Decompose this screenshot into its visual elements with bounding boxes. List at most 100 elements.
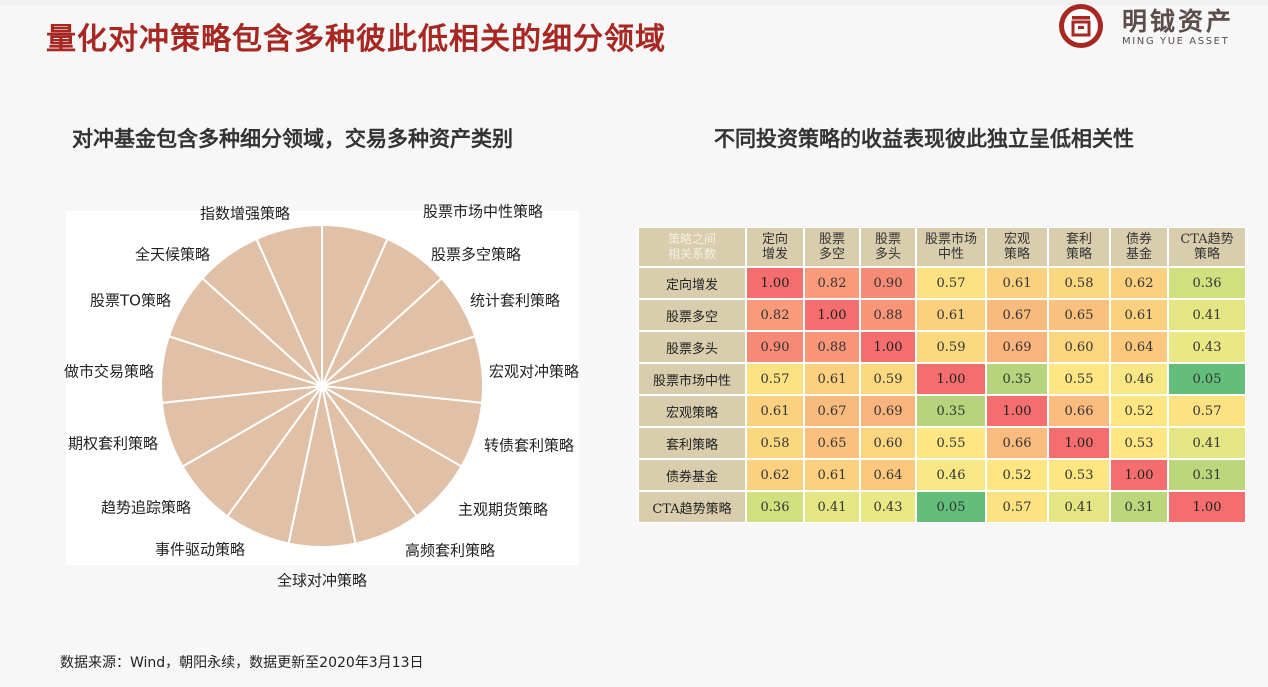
matrix-cell: 1.00 [1048, 427, 1110, 459]
pie-slice-label: 全天候策略 [135, 246, 210, 264]
column-header-line: 宏观 [1003, 232, 1030, 247]
matrix-cell: 1.00 [916, 363, 986, 395]
matrix-column-header: 股票 多头 [860, 227, 916, 267]
matrix-row: CTA趋势策略 0.36 0.41 0.43 0.05 0.57 0.41 0.31 1.00 [638, 491, 1246, 523]
matrix-cell: 0.64 [860, 459, 916, 491]
matrix-cell: 0.41 [804, 491, 860, 523]
column-header-line: 股票市场 [924, 232, 977, 247]
matrix-cell: 0.66 [1048, 395, 1110, 427]
matrix-row: 股票多空 0.82 1.00 0.88 0.61 0.67 0.65 0.61 0.41 [638, 299, 1246, 331]
matrix-cell: 0.31 [1168, 459, 1246, 491]
matrix-cell: 0.69 [986, 331, 1048, 363]
matrix-row: 股票市场中性 0.57 0.61 0.59 1.00 0.35 0.55 0.46 0.05 [638, 363, 1246, 395]
matrix-cell: 0.58 [746, 427, 804, 459]
matrix-cell: 0.41 [1048, 491, 1110, 523]
matrix-cell: 0.53 [1048, 459, 1110, 491]
page-title: 量化对冲策略包含多种彼此低相关的细分领域 [46, 22, 666, 57]
matrix-cell: 1.00 [1110, 459, 1168, 491]
matrix-cell: 0.64 [1110, 331, 1168, 363]
matrix-cell: 0.90 [860, 267, 916, 299]
pie-slice-label: 宏观对冲策略 [489, 363, 579, 381]
matrix-cell: 0.05 [1168, 363, 1246, 395]
matrix-row: 套利策略 0.58 0.65 0.60 0.55 0.66 1.00 0.53 0.41 [638, 427, 1246, 459]
matrix-cell: 0.82 [804, 267, 860, 299]
pie-slice-label: 全球对冲策略 [277, 572, 367, 590]
strategy-pie-panel: 股票市场中性策略 股票多空策略 统计套利策略 宏观对冲策略 转债套利策略 主观期货策略 高频… [64, 203, 579, 590]
matrix-cell: 0.05 [916, 491, 986, 523]
matrix-row-header: 定向增发 [638, 267, 746, 299]
matrix-cell: 0.35 [916, 395, 986, 427]
matrix-cell: 0.61 [804, 363, 860, 395]
matrix-cell: 0.36 [746, 491, 804, 523]
matrix-cell: 0.61 [746, 395, 804, 427]
matrix-cell: 0.36 [1168, 267, 1246, 299]
matrix-cell: 0.62 [746, 459, 804, 491]
matrix-row-header: 股票市场中性 [638, 363, 746, 395]
matrix-row-header: 债券基金 [638, 459, 746, 491]
column-header-line: 基金 [1125, 247, 1152, 262]
column-header-line: 债券 [1125, 232, 1152, 247]
matrix-cell: 0.53 [1110, 427, 1168, 459]
matrix-row: 债券基金 0.62 0.61 0.64 0.46 0.52 0.53 1.00 0.31 [638, 459, 1246, 491]
correlation-matrix: 策略之间 相关系数 定向 增发 股票 多空 股票 多头 股票市场 中性 宏观 策略 套利 策略 债券 基金… [638, 227, 1246, 523]
company-logo: 明钺资产 MING YUE ASSET [1058, 3, 1258, 51]
matrix-cell: 0.52 [1110, 395, 1168, 427]
matrix-cell: 0.67 [986, 299, 1048, 331]
matrix-cell: 0.61 [804, 459, 860, 491]
pie-slice-label: 期权套利策略 [68, 435, 158, 453]
column-header-line: 策略 [1193, 247, 1220, 262]
logo-mark-icon [1059, 4, 1103, 48]
matrix-cell: 1.00 [804, 299, 860, 331]
pie-slice-label: 事件驱动策略 [155, 541, 245, 559]
matrix-row: 股票多头 0.90 0.88 1.00 0.59 0.69 0.60 0.64 0.43 [638, 331, 1246, 363]
matrix-cell: 0.69 [860, 395, 916, 427]
matrix-cell: 1.00 [860, 331, 916, 363]
matrix-cell: 0.58 [1048, 267, 1110, 299]
logo-name-en: MING YUE ASSET [1122, 36, 1230, 47]
matrix-cell: 0.65 [1048, 299, 1110, 331]
matrix-cell: 0.35 [986, 363, 1048, 395]
matrix-cell: 0.57 [986, 491, 1048, 523]
matrix-cell: 0.88 [860, 299, 916, 331]
pie-slice-label: 统计套利策略 [470, 292, 560, 310]
matrix-cell: 0.90 [746, 331, 804, 363]
matrix-cell: 0.88 [804, 331, 860, 363]
logo-name-cn: 明钺资产 [1122, 7, 1235, 36]
matrix-cell: 0.59 [916, 331, 986, 363]
matrix-cell: 0.52 [986, 459, 1048, 491]
top-border [0, 0, 1268, 5]
matrix-cell: 0.67 [804, 395, 860, 427]
column-header-line: 中性 [937, 247, 964, 262]
column-header-line: 股票 [818, 232, 845, 247]
matrix-cell: 0.43 [860, 491, 916, 523]
matrix-cell: 0.61 [1110, 299, 1168, 331]
matrix-cell: 0.61 [986, 267, 1048, 299]
matrix-cell: 0.61 [916, 299, 986, 331]
pie-subtitle: 对冲基金包含多种细分领域，交易多种资产类别 [72, 127, 513, 151]
column-header-line: 股票 [874, 232, 901, 247]
column-header-line: 定向 [761, 232, 788, 247]
matrix-subtitle: 不同投资策略的收益表现彼此独立呈低相关性 [714, 127, 1134, 151]
matrix-column-header: 股票市场 中性 [916, 227, 986, 267]
matrix-cell: 0.46 [916, 459, 986, 491]
matrix-cell: 0.66 [986, 427, 1048, 459]
column-header-line: 增发 [761, 247, 788, 262]
column-header-line: 策略 [1065, 247, 1092, 262]
matrix-column-header: 套利 策略 [1048, 227, 1110, 267]
matrix-cell: 0.31 [1110, 491, 1168, 523]
column-header-line: CTA趋势 [1180, 232, 1234, 247]
pie-slice-label: 做市交易策略 [64, 363, 154, 381]
column-header-line: 多头 [874, 247, 901, 262]
matrix-column-header: 宏观 策略 [986, 227, 1048, 267]
matrix-column-header: 债券 基金 [1110, 227, 1168, 267]
matrix-corner-header: 策略之间 相关系数 [638, 227, 746, 267]
matrix-cell: 0.57 [746, 363, 804, 395]
column-header-line: 策略 [1003, 247, 1030, 262]
pie-slice-label: 指数增强策略 [200, 205, 290, 223]
matrix-row-header: 宏观策略 [638, 395, 746, 427]
matrix-row-header: 股票多头 [638, 331, 746, 363]
matrix-row: 宏观策略 0.61 0.67 0.69 0.35 1.00 0.66 0.52 0.57 [638, 395, 1246, 427]
matrix-cell: 0.41 [1168, 299, 1246, 331]
strategy-pie: 股票市场中性策略股票多空策略统计套利策略宏观对冲策略转债套利策略主观期货策略高频… [64, 203, 579, 590]
pie-slice-label: 高频套利策略 [405, 542, 495, 560]
